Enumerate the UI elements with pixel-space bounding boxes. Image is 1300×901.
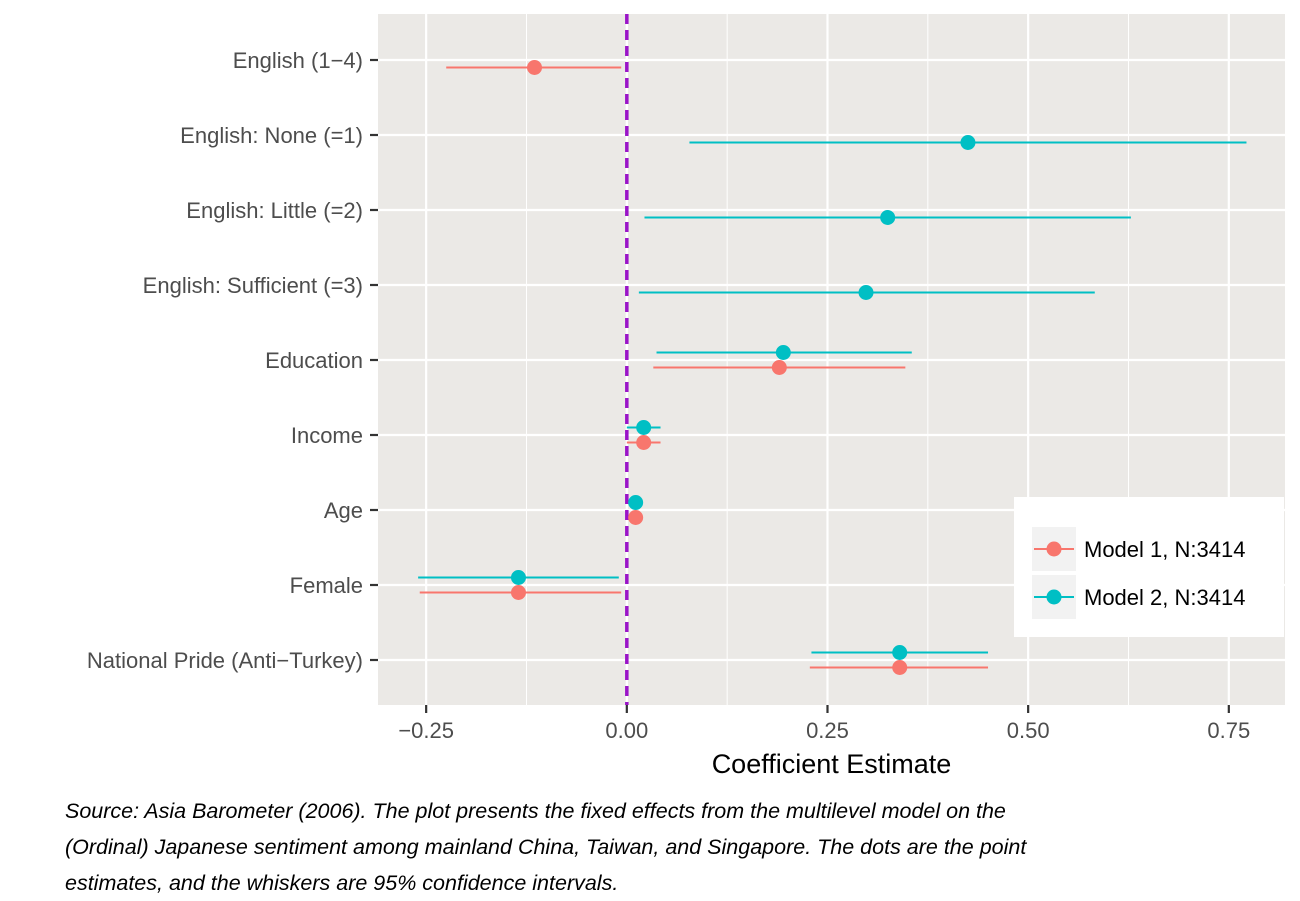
x-tick-label: 0.00 bbox=[605, 718, 648, 743]
point-estimate bbox=[960, 135, 976, 150]
y-tick-label: Age bbox=[324, 498, 363, 523]
caption-line-3: estimates, and the whiskers are 95% conf… bbox=[65, 871, 619, 895]
y-tick-label: English: Little (=2) bbox=[186, 198, 363, 223]
point-estimate bbox=[510, 570, 526, 585]
x-tick-label: −0.25 bbox=[398, 718, 454, 743]
x-tick-label: 0.25 bbox=[806, 718, 849, 743]
x-tick-label: 0.50 bbox=[1007, 718, 1050, 743]
legend-key-point bbox=[1046, 589, 1062, 605]
point-estimate bbox=[880, 210, 896, 225]
y-tick-label: Income bbox=[291, 423, 363, 448]
point-estimate bbox=[636, 435, 652, 450]
x-axis-title: Coefficient Estimate bbox=[712, 749, 952, 779]
point-estimate bbox=[892, 645, 908, 660]
y-tick-label: English (1−4) bbox=[233, 48, 363, 73]
y-tick-label: Female bbox=[290, 573, 363, 598]
point-estimate bbox=[775, 345, 791, 360]
caption-line-2: (Ordinal) Japanese sentiment among mainl… bbox=[65, 835, 1027, 859]
y-tick-label: Education bbox=[265, 348, 363, 373]
point-estimate bbox=[628, 510, 644, 525]
legend-key-point bbox=[1046, 541, 1062, 557]
y-tick-label: English: Sufficient (=3) bbox=[143, 273, 363, 298]
point-estimate bbox=[628, 495, 644, 510]
y-tick-label: English: None (=1) bbox=[180, 123, 363, 148]
coefficient-chart: English (1−4) English: None (=1) English: … bbox=[87, 14, 1285, 779]
point-estimate bbox=[510, 585, 526, 600]
point-estimate bbox=[527, 60, 543, 75]
legend-label: Model 1, N:3414 bbox=[1084, 537, 1245, 562]
y-tick-label: National Pride (Anti−Turkey) bbox=[87, 648, 363, 673]
x-tick-label: 0.75 bbox=[1207, 718, 1250, 743]
legend-label: Model 2, N:3414 bbox=[1084, 585, 1245, 610]
point-estimate bbox=[771, 360, 787, 375]
caption-line-1: Source: Asia Barometer (2006). The plot … bbox=[65, 799, 1006, 823]
point-estimate bbox=[892, 660, 908, 675]
point-estimate bbox=[858, 285, 874, 300]
figure-caption: Source: Asia Barometer (2006). The plot … bbox=[65, 793, 1265, 901]
point-estimate bbox=[636, 420, 652, 435]
